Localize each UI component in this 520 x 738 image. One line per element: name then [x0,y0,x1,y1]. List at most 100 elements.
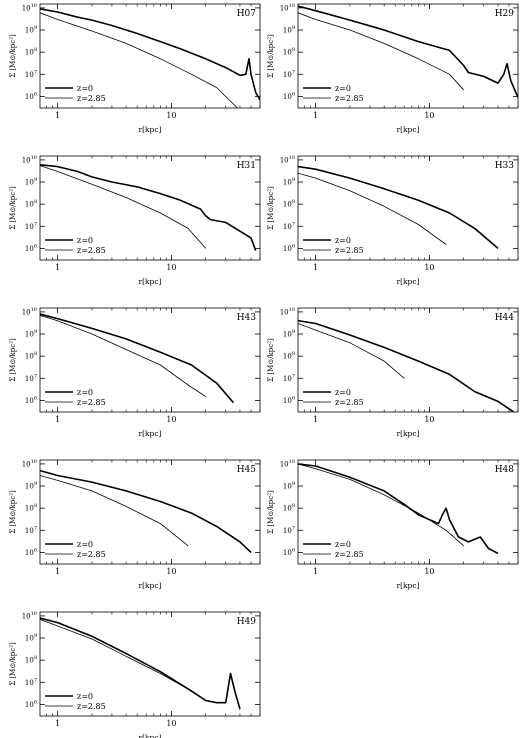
x-axis-label: r[kpc] [139,581,162,590]
y-axis-label: Σ [M⊙/kpc²] [267,338,275,382]
series-line-z285 [298,463,464,547]
x-tick-label: 1 [313,111,318,120]
panel-title: H43 [237,313,257,323]
y-tick-label: 106 [283,91,295,101]
y-axis-label: Σ [M⊙/kpc²] [9,642,17,686]
y-axis-label: Σ [M⊙/kpc²] [267,34,275,78]
panel-h49: 1 10 106 107 108 109 1010 Σ [M⊙/kpc²] r[kpc] H49 z… [9,611,261,738]
legend-label: z=0 [335,388,351,397]
x-axis-label: r[kpc] [139,277,162,286]
panel-h33: 1 10 106 107 108 109 1010 Σ [M⊙/kpc²] r[kpc] H33 z… [267,155,519,286]
plot-frame [39,155,261,261]
x-axis-label: r[kpc] [139,429,162,438]
panel-title: H48 [495,465,515,475]
y-tick-label: 108 [25,199,37,209]
series-line-z0 [40,469,252,553]
x-axis-label: r[kpc] [397,581,420,590]
y-tick-label: 107 [283,525,295,535]
plot-frame [297,3,519,109]
y-tick-label: 107 [283,69,295,79]
series-line-z0 [298,165,499,250]
series-line-z0 [40,313,235,404]
y-tick-label: 1010 [22,155,37,165]
series-line-z285 [298,323,405,379]
y-tick-label: 109 [25,329,37,339]
plot-frame [39,611,261,717]
panel-h07: 1 10 106 107 108 109 1010 Σ [M⊙/kpc²] r[kpc] H07 z… [9,3,261,134]
panel-h44: 1 10 106 107 108 109 1010 Σ [M⊙/kpc²] r[kpc] H44 z… [267,307,519,438]
panel-h31: 1 10 106 107 108 109 1010 Σ [M⊙/kpc²] r[kpc] H31 z… [9,155,261,286]
x-tick-label: 10 [166,111,176,120]
x-tick-label: 1 [313,263,318,272]
legend-label: z=2.85 [335,550,364,559]
series-line-z285 [298,12,464,91]
series-line-z0 [298,319,515,412]
y-tick-label: 1010 [22,307,37,317]
y-tick-label: 106 [25,243,37,253]
panel-title: H07 [237,9,257,19]
panel-title: H45 [237,465,257,475]
legend-label: z=2.85 [335,246,364,255]
y-tick-label: 1010 [280,307,295,317]
y-tick-label: 108 [25,503,37,513]
panel-h43: 1 10 106 107 108 109 1010 Σ [M⊙/kpc²] r[kpc] H43 z… [9,307,261,438]
y-tick-label: 109 [25,25,37,35]
y-tick-label: 108 [25,655,37,665]
x-tick-label: 10 [166,263,176,272]
y-tick-label: 108 [283,351,295,361]
y-axis-label: Σ [M⊙/kpc²] [9,338,17,382]
x-tick-label: 1 [55,567,60,576]
panel-title: H29 [495,9,515,19]
y-tick-label: 1010 [22,611,37,621]
panel-title: H49 [237,617,257,627]
panel-title: H33 [495,161,515,171]
y-tick-label: 1010 [280,459,295,469]
y-tick-label: 1010 [22,459,37,469]
x-tick-label: 1 [55,263,60,272]
x-axis-label: r[kpc] [139,125,162,134]
y-tick-label: 1010 [280,3,295,13]
panel-title: H31 [237,161,256,171]
x-tick-label: 1 [55,719,60,728]
y-axis-label: Σ [M⊙/kpc²] [9,34,17,78]
y-tick-label: 108 [283,199,295,209]
y-tick-label: 108 [283,503,295,513]
y-tick-label: 109 [283,25,295,35]
x-tick-label: 10 [166,567,176,576]
legend-label: z=0 [77,540,93,549]
y-axis-label: Σ [M⊙/kpc²] [267,186,275,230]
plot-frame [39,3,261,109]
series-line-z0 [40,8,260,101]
series-line-z0 [298,5,518,98]
legend-label: z=2.85 [335,398,364,407]
y-tick-label: 107 [283,221,295,231]
y-tick-label: 106 [283,243,295,253]
y-tick-label: 106 [283,395,295,405]
series-line-z0 [40,164,257,251]
x-tick-label: 1 [55,111,60,120]
y-tick-label: 106 [25,547,37,557]
x-tick-label: 1 [55,415,60,424]
legend-label: z=0 [335,84,351,93]
x-tick-label: 10 [424,415,434,424]
panel-title: H44 [495,313,515,323]
legend-label: z=2.85 [77,94,106,103]
plot-frame [297,459,519,565]
plot-frame [297,155,519,261]
legend-label: z=0 [77,692,93,701]
y-tick-label: 109 [283,481,295,491]
x-tick-label: 10 [424,263,434,272]
legend-label: z=2.85 [77,246,106,255]
series-line-z0 [298,463,499,555]
y-tick-label: 108 [283,47,295,57]
x-axis-label: r[kpc] [397,277,420,286]
plot-frame [39,307,261,413]
series-line-z285 [40,12,238,108]
legend-label: z=2.85 [77,550,106,559]
plot-frame [39,459,261,565]
y-tick-label: 107 [283,373,295,383]
x-tick-label: 1 [313,567,318,576]
y-tick-label: 107 [25,677,37,687]
x-tick-label: 10 [166,415,176,424]
x-tick-label: 10 [166,719,176,728]
